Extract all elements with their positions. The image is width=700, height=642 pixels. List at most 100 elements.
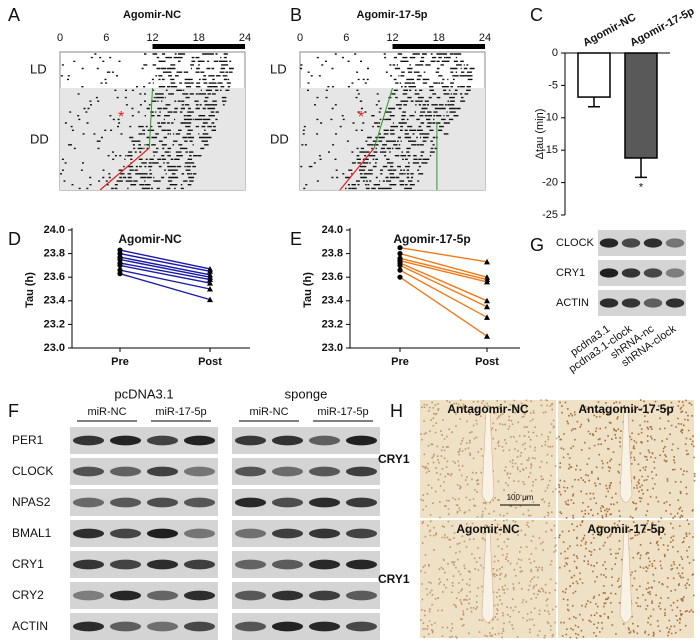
y-tick-label: 23.6 — [44, 271, 65, 283]
band — [183, 466, 216, 477]
ventricle — [481, 531, 495, 623]
panel-label: B — [290, 5, 302, 25]
pre-point — [397, 274, 403, 280]
y-tick-label: 23.8 — [44, 248, 65, 260]
band — [345, 528, 378, 539]
band — [146, 528, 179, 539]
hour-tick-label: 12 — [146, 32, 158, 44]
band — [109, 590, 142, 601]
panel-label: A — [8, 5, 20, 25]
row-label: ACTIN — [556, 297, 589, 309]
marker: * — [118, 109, 124, 126]
hour-tick-label: 6 — [103, 32, 109, 44]
band — [665, 298, 685, 308]
pair-line — [119, 262, 211, 281]
scale-label: 100 μm — [507, 493, 534, 502]
y-axis-label: Tau (h) — [24, 272, 36, 308]
band — [271, 435, 304, 446]
hour-tick-label: 0 — [297, 32, 303, 44]
group-title: pcDNA3.1 — [114, 386, 173, 401]
category-label: Agomir-NC — [581, 11, 638, 49]
post-point — [484, 314, 490, 320]
hour-tick-label: 18 — [433, 32, 445, 44]
pre-point — [397, 267, 403, 273]
post-point — [207, 296, 213, 303]
band — [271, 559, 304, 570]
band — [146, 559, 179, 570]
pair-line — [399, 257, 488, 281]
band — [599, 238, 619, 248]
hour-tick-label: 6 — [343, 32, 349, 44]
band — [271, 590, 304, 601]
y-tick-label: 23.2 — [322, 318, 343, 330]
band — [146, 435, 179, 446]
image-label: Antagomir-NC — [447, 402, 529, 416]
band — [308, 528, 341, 539]
phase-label: DD — [30, 131, 49, 146]
pair-line — [399, 276, 488, 337]
post-point — [207, 280, 213, 286]
phase-label: LD — [30, 61, 47, 76]
row-label: PER1 — [12, 433, 44, 447]
pair-line — [119, 249, 211, 270]
band — [308, 559, 341, 570]
chart-title: Agomir-17-5p — [393, 232, 470, 246]
image-label: Antagomir-17-5p — [578, 402, 673, 416]
y-tick-label: 23.4 — [322, 295, 344, 307]
actogram-title: Agomir-17-5p — [357, 9, 428, 21]
post-point — [484, 258, 490, 265]
band — [109, 621, 142, 632]
y-tick-label: -10 — [542, 112, 558, 124]
pair-line — [399, 269, 488, 318]
pair-line — [119, 264, 211, 284]
row-label: NPAS2 — [12, 495, 51, 509]
pair-line — [399, 247, 488, 263]
band — [72, 590, 105, 601]
onset-fit-green — [148, 87, 153, 149]
pair-line — [119, 269, 211, 290]
y-tick-label: 23.2 — [44, 318, 65, 330]
row-label: BMAL1 — [12, 526, 52, 540]
condition-label: miR-17-5p — [155, 406, 206, 418]
post-point — [207, 276, 213, 283]
band — [643, 238, 663, 248]
hour-tick-label: 24 — [479, 32, 491, 44]
chart-title: Agomir-NC — [118, 232, 182, 246]
post-point — [207, 286, 213, 292]
hour-tick-label: 24 — [239, 32, 251, 44]
band — [109, 559, 142, 570]
y-tick-label: 23.0 — [322, 342, 343, 354]
band — [72, 466, 105, 477]
band — [234, 497, 267, 508]
band — [234, 559, 267, 570]
band — [234, 621, 267, 632]
band — [109, 435, 142, 446]
actogram-title: Agomir-NC — [123, 9, 181, 21]
panel-label: H — [390, 401, 403, 421]
hour-tick-label: 18 — [193, 32, 205, 44]
row-label: CLOCK — [556, 237, 595, 249]
hour-tick-label: 12 — [386, 32, 398, 44]
y-tick-label: 24.0 — [44, 224, 65, 236]
band — [345, 466, 378, 477]
band — [345, 497, 378, 508]
pre-point — [117, 262, 123, 268]
band — [599, 298, 619, 308]
band — [621, 298, 641, 308]
pre-point — [397, 262, 403, 268]
stained-cells — [420, 519, 557, 639]
group-title: sponge — [285, 386, 328, 401]
y-tick-label: 0 — [552, 47, 558, 59]
ventricle — [619, 531, 633, 623]
band — [665, 238, 685, 248]
band — [183, 528, 216, 539]
y-tick-label: -5 — [548, 79, 558, 91]
panel-label: G — [530, 235, 544, 255]
pair-line — [399, 259, 488, 283]
dd-region — [60, 88, 245, 190]
band — [345, 559, 378, 570]
band — [183, 435, 216, 446]
band — [234, 435, 267, 446]
band — [234, 466, 267, 477]
